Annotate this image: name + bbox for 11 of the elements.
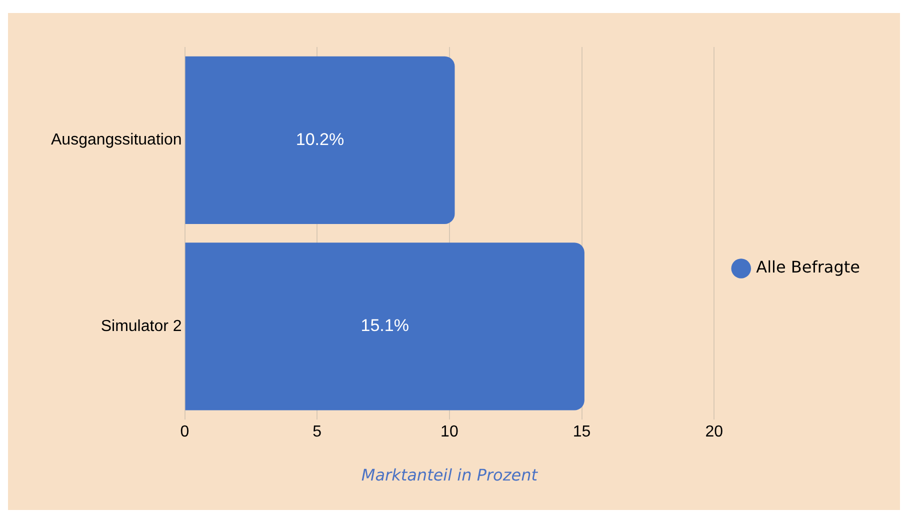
x-tick-label: 0 [180,424,190,441]
x-axis-title: Marktanteil in Prozent [361,466,538,485]
x-tick-label: 5 [312,424,322,441]
x-tick-label: 20 [705,424,724,441]
data-label: 10.2% [296,130,344,149]
x-tick-label: 10 [440,424,458,441]
x-tick-label: 15 [572,424,591,441]
legend-label: Alle Befragte [756,258,860,277]
data-label: 15.1% [360,316,409,336]
y-tick-label: Ausgangssituation [50,132,182,149]
y-tick-label: Simulator 2 [100,318,182,335]
